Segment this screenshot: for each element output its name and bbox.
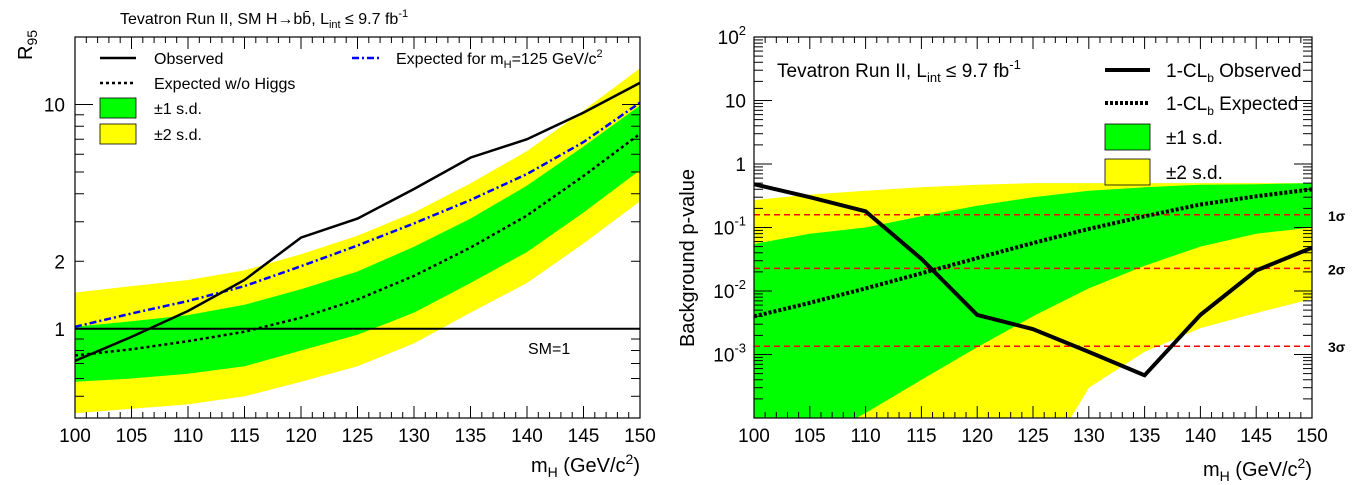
left-chart-limit-ratio: 100 105 110 115 120 125 130 135 140 145 150 1 2 10 Ob… bbox=[15, 8, 656, 480]
right-y-tick-label: 102 bbox=[718, 23, 746, 49]
right-chart-pvalue: 100 105 110 115 120 125 130 135 140 145 150 102 10 1 1… bbox=[677, 23, 1346, 484]
right-x-tick-label: 150 bbox=[1296, 426, 1328, 447]
left-series-observed bbox=[75, 81, 640, 362]
right-x-tick-label: 130 bbox=[1073, 426, 1105, 447]
left-legend-observed-label: Observed bbox=[154, 51, 223, 68]
left-legend-band1-label: ±1 s.d. bbox=[154, 101, 202, 118]
left-legend-band2-swatch bbox=[99, 123, 137, 145]
right-x-axis-label: mH (GeV/c2) bbox=[1203, 455, 1312, 484]
left-band-1sd bbox=[75, 105, 640, 382]
left-x-tick-label: 120 bbox=[285, 426, 317, 447]
left-x-tick-label: 130 bbox=[398, 426, 430, 447]
right-y-axis-label: Background p-value bbox=[677, 169, 699, 347]
left-x-tick-label: 110 bbox=[173, 426, 203, 447]
right-y-tick-label: 1 bbox=[735, 155, 746, 176]
left-legend-expected-label: Expected w/o Higgs bbox=[154, 76, 295, 93]
left-legend-expected-mh-label: Expected for mH=125 GeV/c2 bbox=[396, 48, 603, 71]
right-x-tick-label: 140 bbox=[1185, 426, 1217, 447]
right-sigma-label: 3σ bbox=[1328, 339, 1346, 355]
right-y-tick-label: 10 bbox=[725, 92, 746, 113]
right-x-tick-label: 145 bbox=[1240, 426, 1272, 447]
left-x-tick-label: 125 bbox=[342, 426, 374, 447]
right-panel-title: Tevatron Run II, Lint ≤ 9.7 fb-1 bbox=[777, 57, 1021, 85]
left-y-tick-label: 1 bbox=[54, 320, 65, 341]
left-legend-band1-swatch bbox=[99, 97, 137, 119]
right-legend-band1-label: ±1 s.d. bbox=[1166, 128, 1223, 149]
left-y-tick-label: 2 bbox=[54, 252, 65, 273]
right-x-tick-label: 115 bbox=[906, 426, 936, 447]
right-band-1sd bbox=[754, 183, 1312, 418]
left-x-tick-label: 115 bbox=[229, 426, 259, 447]
right-x-tick-label: 100 bbox=[738, 426, 770, 447]
right-x-tick-label: 125 bbox=[1017, 426, 1049, 447]
right-legend-observed-label: 1-CLb Observed bbox=[1166, 61, 1302, 85]
right-legend-expected-label: 1-CLb Expected bbox=[1166, 94, 1298, 118]
right-sigma-label: 2σ bbox=[1328, 261, 1346, 277]
right-legend-band2-label: ±2 s.d. bbox=[1166, 163, 1223, 184]
right-x-tick-label: 110 bbox=[850, 426, 880, 447]
right-legend-band2-swatch bbox=[1104, 158, 1151, 186]
right-series-observed bbox=[754, 182, 1312, 378]
left-x-tick-label: 105 bbox=[116, 426, 148, 447]
left-x-tick-label: 100 bbox=[59, 426, 91, 447]
right-series-expected bbox=[754, 187, 1312, 319]
left-legend-band2-label: ±2 s.d. bbox=[154, 127, 202, 144]
right-sigma-label: 1σ bbox=[1328, 208, 1346, 224]
left-series-expected bbox=[75, 132, 640, 357]
right-y-tick-label: 10-2 bbox=[713, 277, 746, 303]
right-y-tick-label: 10-3 bbox=[713, 341, 746, 367]
left-y-axis-label: R95 bbox=[15, 30, 40, 60]
left-y-tick-label: 10 bbox=[44, 96, 65, 117]
right-x-tick-label: 120 bbox=[961, 426, 993, 447]
left-x-tick-label: 145 bbox=[568, 426, 600, 447]
left-series-expected-mh125 bbox=[75, 101, 640, 329]
right-legend-band1-swatch bbox=[1104, 123, 1151, 151]
left-x-tick-label: 135 bbox=[455, 426, 487, 447]
right-x-tick-label: 105 bbox=[794, 426, 826, 447]
left-x-tick-label: 150 bbox=[624, 426, 656, 447]
left-x-tick-label: 140 bbox=[511, 426, 543, 447]
left-x-axis-label: mH (GeV/c2) bbox=[531, 451, 640, 480]
left-chart-title: Tevatron Run II, SM H→bb̄, Lint ≤ 9.7 fb… bbox=[120, 8, 408, 31]
right-x-tick-label: 135 bbox=[1129, 426, 1161, 447]
sm-line-annotation: SM=1 bbox=[528, 341, 570, 358]
right-y-tick-label: 10-1 bbox=[713, 214, 746, 240]
